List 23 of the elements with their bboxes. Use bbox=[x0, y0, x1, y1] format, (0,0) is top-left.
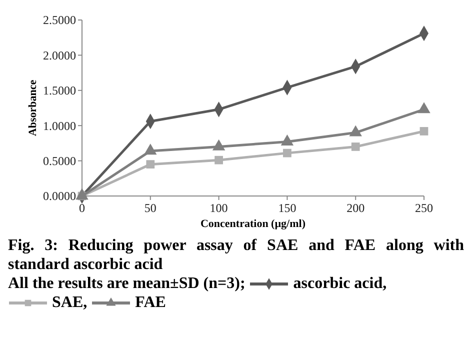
x-tick-label: 100 bbox=[210, 201, 228, 215]
y-tick-label: 1.0000 bbox=[43, 118, 76, 133]
x-tick-label: 50 bbox=[144, 201, 156, 215]
point bbox=[146, 160, 155, 169]
y-tick-label: 2.0000 bbox=[43, 48, 76, 62]
x-tick-label: 200 bbox=[346, 201, 365, 215]
legend-label: FAE bbox=[134, 294, 166, 311]
point bbox=[420, 127, 428, 136]
x-tick-label: 0 bbox=[79, 201, 85, 215]
x-tick-label: 150 bbox=[278, 201, 296, 215]
y-axis-title: Absorbance bbox=[27, 80, 39, 136]
y-tick-label: 0.5000 bbox=[43, 154, 76, 168]
point bbox=[214, 156, 223, 164]
x-axis-title: Concentration (µg/ml) bbox=[200, 218, 306, 230]
y-tick-label: 0.0000 bbox=[43, 189, 76, 204]
x-tick-label: 250 bbox=[415, 201, 433, 215]
y-tick-label: 1.5000 bbox=[43, 84, 76, 98]
legend-label: ascorbic acid, bbox=[292, 275, 387, 292]
point bbox=[351, 142, 360, 151]
text: All the results are mean±SD (n=3); bbox=[8, 275, 246, 292]
y-tick-label: 2.5000 bbox=[43, 13, 76, 28]
legend-label: SAE, bbox=[51, 294, 88, 311]
point bbox=[283, 148, 292, 158]
